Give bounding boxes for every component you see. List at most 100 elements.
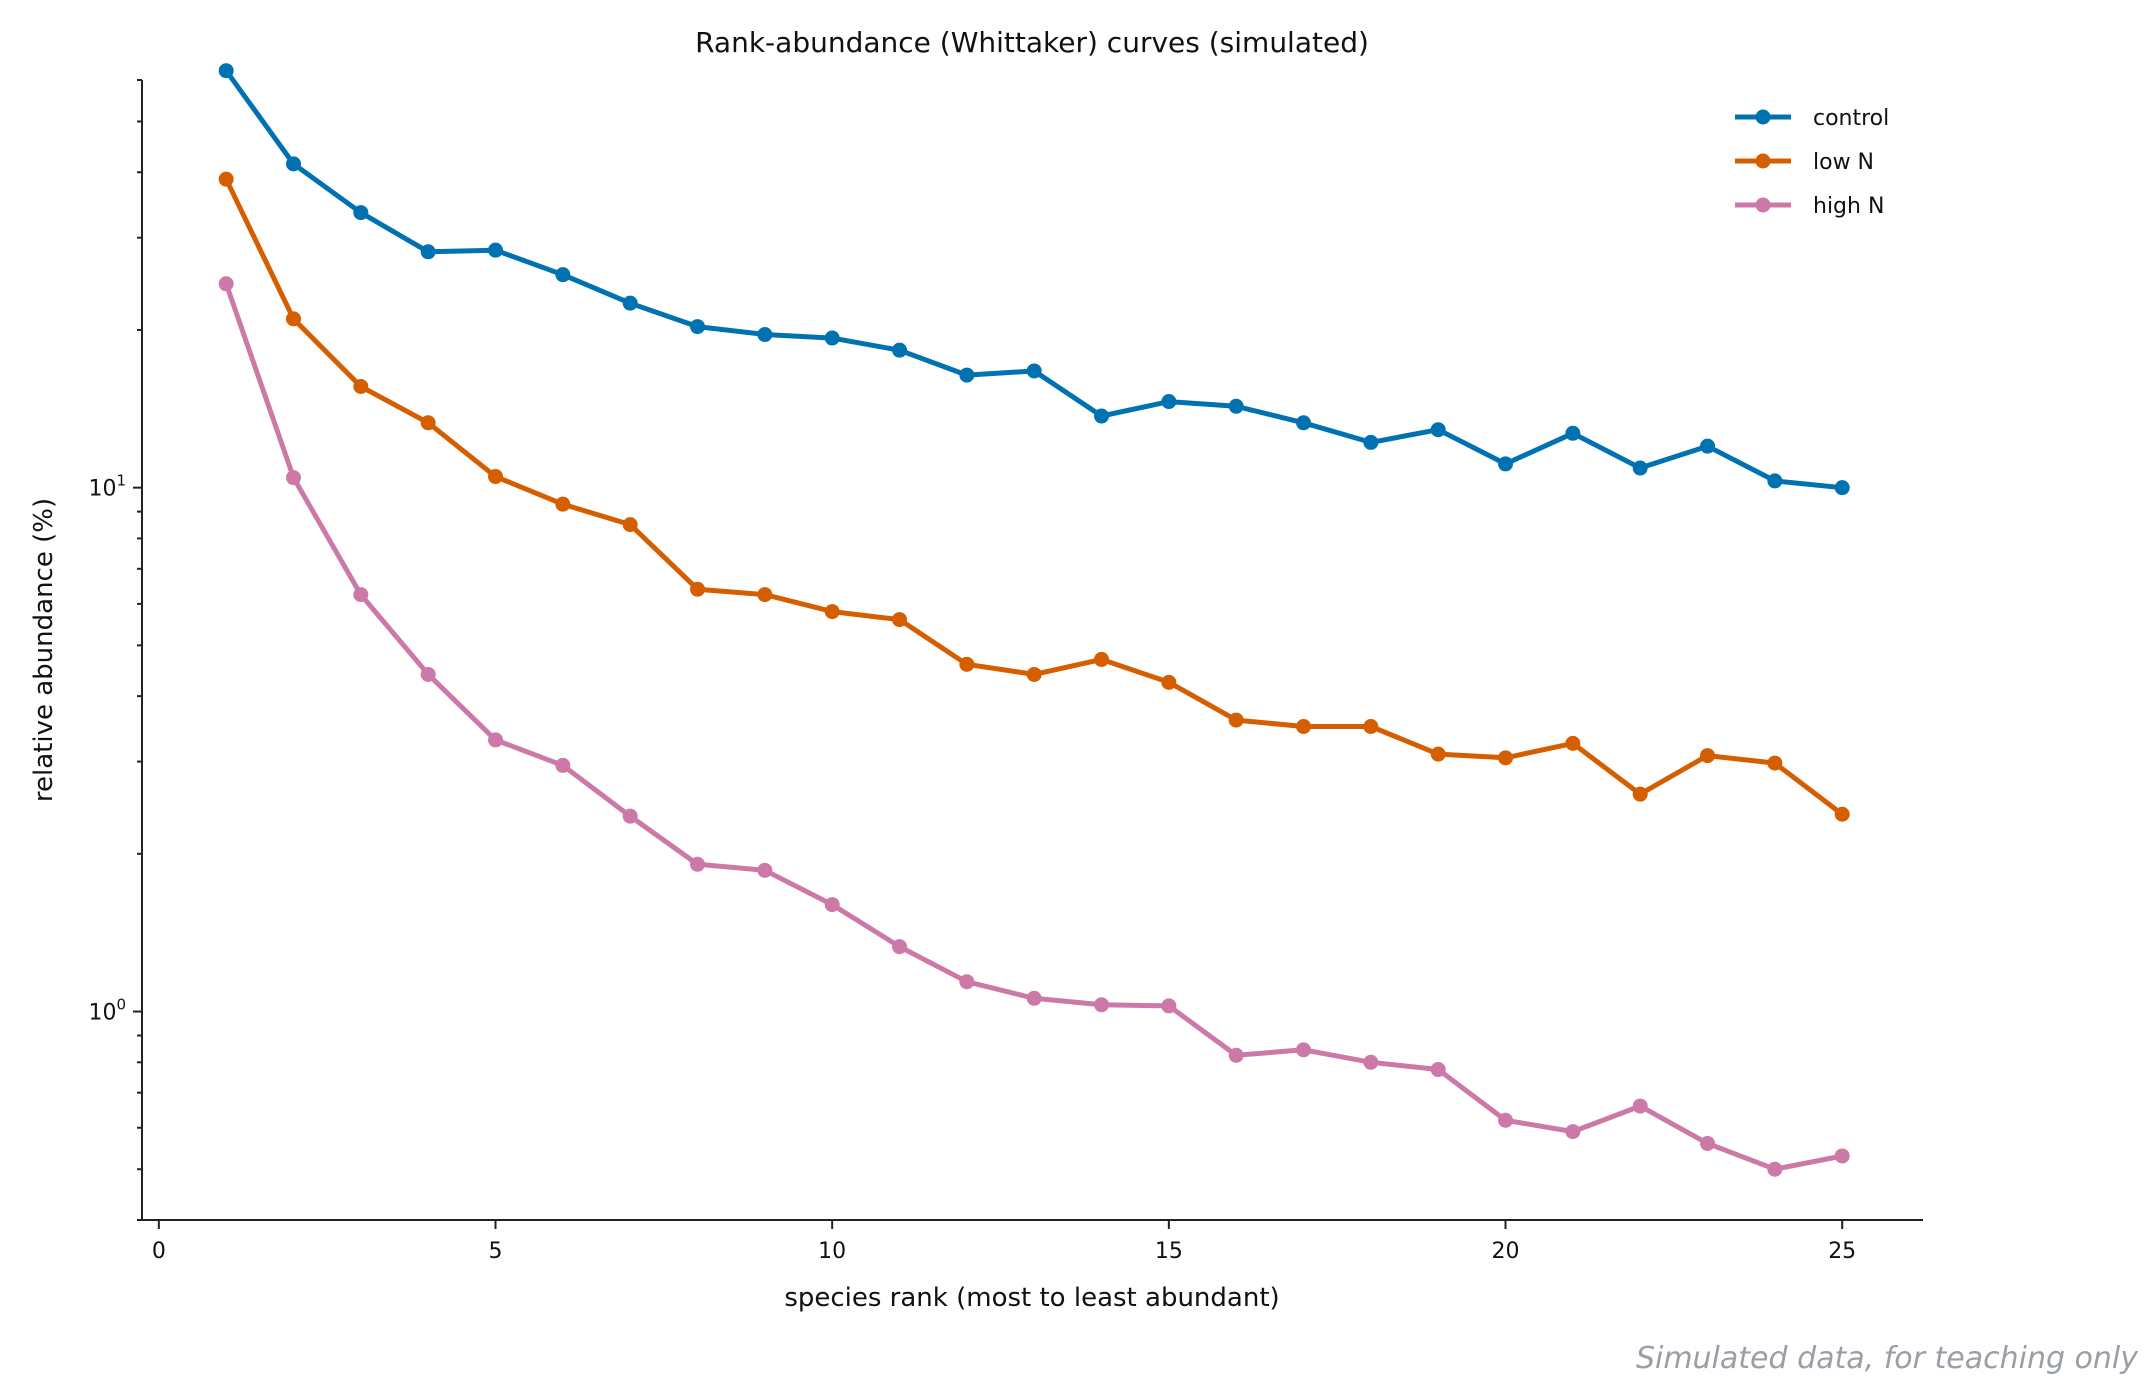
data-point xyxy=(1363,1054,1379,1070)
data-point xyxy=(1632,460,1648,476)
data-point xyxy=(1700,1135,1716,1151)
data-point xyxy=(286,470,302,486)
series-control xyxy=(218,63,1850,496)
data-point xyxy=(892,342,908,358)
data-point xyxy=(420,415,436,431)
y-tick-label: 100 xyxy=(88,996,126,1026)
data-point xyxy=(1094,997,1110,1013)
series-layer xyxy=(218,63,1850,1177)
legend-item: high N xyxy=(1735,194,1884,219)
data-point xyxy=(1026,666,1042,682)
data-point xyxy=(622,808,638,824)
data-point xyxy=(690,581,706,597)
data-point xyxy=(1498,456,1514,472)
plot-axes: 0 5 10 15 20 25 100 101 xyxy=(88,79,1923,1264)
series-line xyxy=(223,68,1845,491)
data-point xyxy=(1228,398,1244,414)
data-point xyxy=(1430,422,1446,438)
data-point xyxy=(1228,1047,1244,1063)
data-point xyxy=(555,496,571,512)
x-axis-label: species rank (most to least abundant) xyxy=(784,1283,1279,1313)
data-point xyxy=(1363,719,1379,735)
data-point xyxy=(1498,750,1514,766)
series-line xyxy=(223,176,1845,817)
data-point xyxy=(892,612,908,628)
data-point xyxy=(1767,473,1783,489)
data-point xyxy=(959,974,975,990)
data-point xyxy=(1700,438,1716,454)
data-point xyxy=(353,378,369,394)
data-point xyxy=(1161,674,1177,690)
legend-swatch-marker xyxy=(1755,153,1771,169)
data-point xyxy=(959,367,975,383)
legend-item: control xyxy=(1735,106,1889,131)
data-point xyxy=(1296,719,1312,735)
data-point xyxy=(1767,755,1783,771)
chart-title: Rank-abundance (Whittaker) curves (simul… xyxy=(695,26,1369,59)
data-point xyxy=(1026,363,1042,379)
data-point xyxy=(488,242,504,258)
data-point xyxy=(622,295,638,311)
x-tick-label: 5 xyxy=(489,1239,503,1264)
y-tick-label: 101 xyxy=(88,472,126,502)
data-point xyxy=(1834,480,1850,496)
legend-label: control xyxy=(1813,106,1889,131)
series-high-n xyxy=(218,276,1850,1177)
data-point xyxy=(1565,425,1581,441)
data-point xyxy=(1565,735,1581,751)
data-point xyxy=(1632,1098,1648,1114)
data-point xyxy=(286,311,302,327)
data-point xyxy=(1161,394,1177,410)
data-point xyxy=(555,757,571,773)
data-point xyxy=(1094,651,1110,667)
y-axis-label: relative abundance (%) xyxy=(29,498,59,802)
data-point xyxy=(1834,1148,1850,1164)
data-point xyxy=(622,517,638,533)
x-axis-ticks: 0 5 10 15 20 25 xyxy=(152,1220,1856,1264)
data-point xyxy=(1565,1124,1581,1140)
x-tick-label: 20 xyxy=(1492,1239,1520,1264)
data-point xyxy=(488,469,504,485)
data-point xyxy=(690,856,706,872)
data-point xyxy=(1632,786,1648,802)
legend: control low N high N xyxy=(1735,106,1889,219)
legend-item: low N xyxy=(1735,150,1874,175)
data-point xyxy=(353,587,369,603)
legend-label: low N xyxy=(1813,150,1874,175)
data-point xyxy=(218,171,234,187)
data-point xyxy=(1767,1161,1783,1177)
data-point xyxy=(824,330,840,346)
x-tick-label: 25 xyxy=(1828,1239,1856,1264)
data-point xyxy=(1094,408,1110,424)
data-point xyxy=(420,244,436,260)
data-point xyxy=(757,862,773,878)
data-point xyxy=(353,205,369,221)
legend-swatch-marker xyxy=(1755,109,1771,125)
legend-label: high N xyxy=(1813,194,1884,219)
data-point xyxy=(757,587,773,603)
data-point xyxy=(892,939,908,955)
legend-swatch-marker xyxy=(1755,197,1771,213)
data-point xyxy=(1161,998,1177,1014)
data-point xyxy=(218,63,234,79)
data-point xyxy=(420,666,436,682)
data-point xyxy=(488,732,504,748)
data-point xyxy=(555,267,571,283)
data-point xyxy=(1430,746,1446,762)
series-low-n xyxy=(218,171,1850,822)
x-tick-label: 10 xyxy=(818,1239,846,1264)
data-point xyxy=(1026,990,1042,1006)
data-point xyxy=(1296,415,1312,431)
data-point xyxy=(690,319,706,335)
data-point xyxy=(1430,1062,1446,1078)
data-point xyxy=(1700,748,1716,764)
data-point xyxy=(1834,806,1850,822)
data-point xyxy=(1363,434,1379,450)
y-axis-ticks: 100 101 xyxy=(88,79,142,1221)
x-tick-label: 0 xyxy=(152,1239,166,1264)
data-point xyxy=(1296,1042,1312,1058)
teaching-watermark: Simulated data, for teaching only xyxy=(1636,1341,2139,1376)
data-point xyxy=(824,604,840,620)
data-point xyxy=(218,276,234,292)
